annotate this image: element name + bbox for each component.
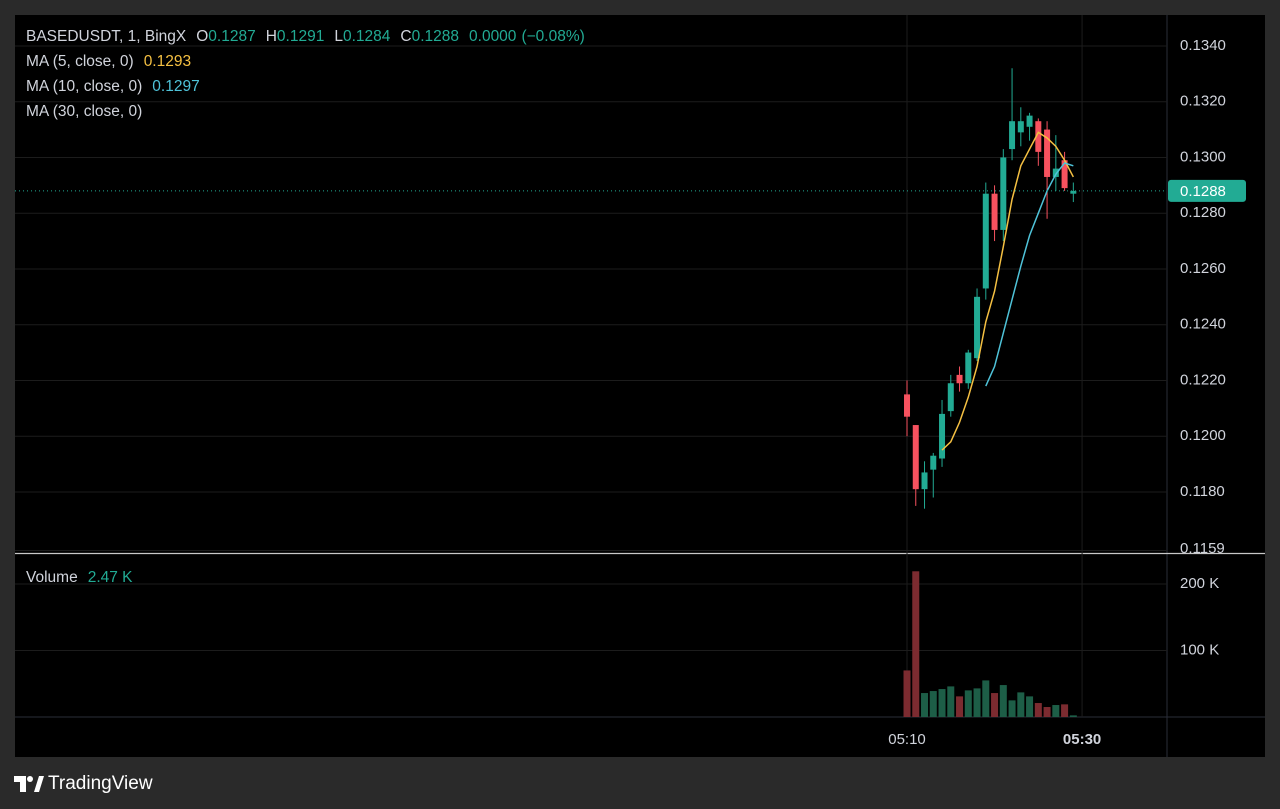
candle-body	[912, 425, 919, 490]
volume-bar	[973, 688, 981, 717]
ma-legend: MA (5, close, 0) 0.1293	[26, 52, 191, 72]
y-tick-label: 0.1320	[1180, 93, 1226, 110]
symbol-title: BASEDUSDT, 1, BingX	[26, 28, 187, 45]
candle-body	[1000, 157, 1007, 230]
volume-bar	[1069, 715, 1077, 717]
candle-body	[930, 455, 937, 470]
y-tick-label: 200 K	[1180, 575, 1219, 592]
candle-body	[974, 296, 981, 359]
candle-body	[904, 394, 911, 417]
ohlc-value: 0.1288	[411, 28, 460, 45]
volume-bar	[956, 696, 964, 717]
volume-bar	[912, 571, 920, 717]
logo-shape	[14, 776, 26, 792]
y-tick-label: 0.1340	[1180, 37, 1226, 54]
legend-entry: MA (30, close, 0)	[26, 103, 143, 120]
ohlc-label: L	[334, 28, 343, 45]
change-percent: (−0.08%)	[521, 28, 585, 45]
legend-entry: MA (5, close, 0)	[26, 53, 134, 70]
candle-body	[1017, 121, 1024, 133]
legend-entry: MA (10, close, 0)	[26, 78, 143, 95]
ma-line	[985, 162, 1074, 387]
candle-body	[1070, 190, 1077, 194]
legend-value: 0.1297	[152, 78, 200, 95]
symbol-header: BASEDUSDT, 1, BingX O0.1287 H0.1291 L0.1284…	[26, 27, 585, 47]
ma-legend: MA (30, close, 0)	[26, 102, 142, 122]
y-tick-label: 0.1260	[1180, 260, 1226, 277]
volume-bar	[982, 680, 990, 717]
ohlc-label: C	[400, 28, 412, 45]
candle-body	[1044, 129, 1051, 177]
volume-bar	[1052, 705, 1060, 717]
candle-body	[1035, 121, 1042, 152]
y-tick-label: 0.1180	[1180, 483, 1225, 500]
ma-line	[941, 131, 1074, 451]
x-tick-label: 05:10	[888, 731, 926, 748]
legend-entry: Volume	[26, 569, 78, 586]
volume-bar	[929, 691, 937, 717]
volume-bar	[1017, 692, 1025, 717]
volume-bar	[1026, 696, 1034, 717]
logo-shape	[34, 776, 44, 792]
volume-bar	[991, 693, 999, 717]
change-value: 0.0000	[469, 28, 517, 45]
legend-value: 0.1293	[143, 53, 192, 70]
y-tick-label: 0.1220	[1180, 371, 1226, 388]
volume-bar	[999, 685, 1007, 717]
volume-bar	[1043, 707, 1051, 717]
ohlc-label: H	[265, 28, 277, 45]
last-price-box	[1168, 179, 1246, 202]
y-tick-label: 100 K	[1180, 641, 1219, 658]
volume-bar	[938, 689, 946, 717]
volume-bar	[947, 686, 955, 717]
ohlc-value: 0.1291	[276, 28, 325, 45]
chart-background	[15, 15, 1265, 757]
ohlc-value: 0.1284	[342, 28, 391, 45]
candle-body	[921, 472, 928, 490]
legend-value: 2.47 K	[87, 569, 133, 586]
last-price-label: 0.1288	[1180, 183, 1226, 200]
brand-logo	[14, 776, 44, 792]
volume-bar	[1008, 700, 1016, 717]
candle-body	[965, 352, 972, 384]
brand: TradingView	[48, 773, 153, 794]
candle-body	[1052, 168, 1059, 177]
y-tick-label: 0.1240	[1180, 316, 1226, 333]
volume-bar	[1034, 703, 1042, 717]
y-tick-label: 0.1300	[1180, 148, 1226, 165]
ma-legend: MA (10, close, 0) 0.1297	[26, 77, 200, 97]
y-tick-label: 0.1280	[1180, 204, 1226, 221]
x-tick-label: 05:30	[1063, 731, 1101, 748]
volume-legend: Volume 2.47 K	[26, 568, 133, 588]
candle-body	[991, 193, 998, 230]
volume-bar	[1061, 704, 1069, 717]
volume-bar	[921, 693, 929, 717]
candle-body	[947, 383, 954, 412]
candle-body	[982, 193, 989, 289]
candle-body	[956, 374, 963, 384]
volume-bar	[903, 670, 911, 717]
y-tick-label: 0.1200	[1180, 427, 1226, 444]
y-tick-label: 0.1159	[1180, 540, 1225, 557]
candle-body	[1009, 121, 1016, 150]
ohlc-value: 0.1287	[208, 28, 256, 45]
logo-dot	[27, 776, 33, 782]
volume-bar	[964, 690, 972, 717]
candle-body	[1026, 115, 1033, 127]
candle-body	[1061, 160, 1068, 189]
ohlc-label: O	[196, 28, 209, 45]
candle-body	[939, 413, 946, 459]
